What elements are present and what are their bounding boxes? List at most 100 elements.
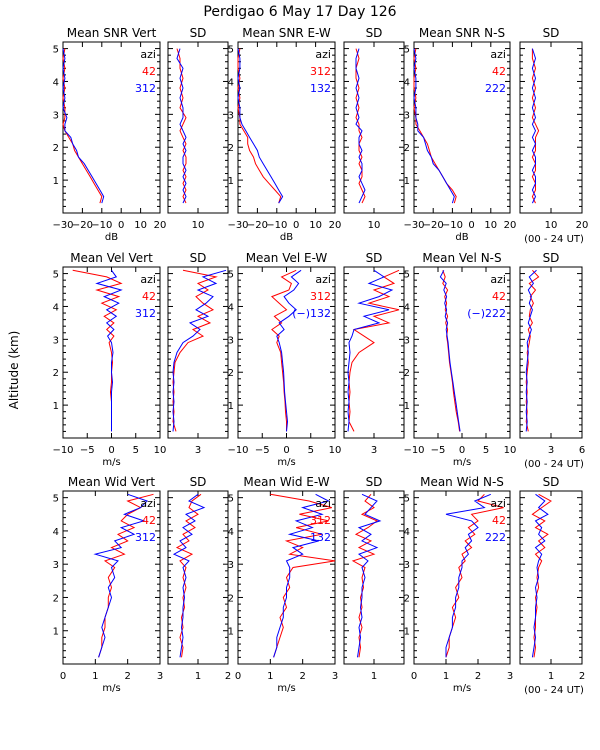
x-tick-label: 0: [235, 671, 241, 682]
x-tick-label: −5: [431, 445, 446, 456]
series-line-222: [439, 270, 461, 432]
panel-vel-5: SD 3 6 (00 - 24 UT): [519, 251, 585, 470]
series-line-132: [276, 269, 302, 432]
series-line-312: [172, 269, 227, 432]
y-tick-label: 4: [404, 527, 410, 538]
y-tick-label: 3: [53, 110, 59, 121]
y-tick-label: 5: [53, 45, 59, 56]
x-tick-label: −20: [247, 220, 268, 231]
y-tick-label: 2: [53, 143, 59, 154]
x-axis-label: m/s: [102, 457, 120, 468]
y-tick-label: 1: [53, 401, 59, 412]
panel-wid-0: Mean Wid Vert 1 2 3 4 5 0 1 2 3 m/s azi 42 312: [53, 475, 164, 694]
legend-entry: 42: [142, 290, 156, 303]
y-tick-label: 2: [228, 143, 234, 154]
series-line-222: [413, 48, 455, 204]
altitude-axis-label: Altitude (km): [7, 331, 21, 410]
x-tick-label: −10: [91, 220, 112, 231]
legend-entry: (−)132: [292, 307, 331, 320]
panel-wid-2: Mean Wid E-W 1 2 3 4 5 0 1 2 3 m/s azi 312 132: [228, 475, 339, 694]
x-tick-label: 2: [475, 671, 481, 682]
legend-title: azi: [315, 48, 331, 61]
x-tick-label: 3: [548, 445, 554, 456]
x-tick-label: −20: [423, 220, 444, 231]
x-tick-label: 1: [371, 671, 377, 682]
x-tick-label: −10: [227, 445, 248, 456]
x-tick-label: 5: [133, 445, 139, 456]
plot-frame: [343, 41, 405, 214]
x-tick-label: 10: [329, 445, 342, 456]
figure-title: Perdigao 6 May 17 Day 126: [203, 4, 396, 20]
plot-frame: [519, 41, 583, 214]
x-tick-label: 1: [548, 671, 554, 682]
legend-entry: 222: [485, 531, 506, 544]
panel-vel-0: Mean Vel Vert 1 2 3 4 5 −10 −5 0 5 10 m/s azi 42 312: [52, 251, 166, 468]
legend-entry: 312: [135, 82, 156, 95]
panel-title: Mean Wid N-S: [420, 475, 504, 489]
y-tick-label: 4: [53, 77, 59, 88]
legend-entry: 42: [492, 290, 506, 303]
series-line-42: [531, 493, 552, 658]
series-line-312: [172, 493, 206, 658]
x-tick-label: 20: [154, 220, 167, 231]
x-axis-label: dB: [105, 232, 118, 243]
legend-title: azi: [490, 48, 506, 61]
legend-entry: 132: [310, 531, 331, 544]
x-tick-label: 0: [283, 445, 289, 456]
x-tick-label: 1: [443, 671, 449, 682]
plot-frame: [167, 41, 229, 214]
panel-vel-3: SD 3: [343, 251, 405, 456]
x-tick-label: 20: [504, 220, 517, 231]
y-tick-label: 3: [228, 335, 234, 346]
series-line-222: [525, 269, 537, 432]
x-tick-label: 20: [329, 220, 342, 231]
y-tick-label: 5: [53, 270, 59, 281]
series-line-312: [351, 493, 378, 658]
x-tick-label: −30: [403, 220, 424, 231]
y-tick-label: 3: [228, 110, 234, 121]
panel-vel-2: Mean Vel E-W 1 2 3 4 5 −10 −5 0 5 10 m/s azi 312 (−)13…: [227, 251, 341, 468]
x-axis-label: m/s: [277, 457, 295, 468]
legend-entry: 312: [135, 307, 156, 320]
x-tick-label: −30: [52, 220, 73, 231]
x-tick-label: 10: [154, 445, 167, 456]
y-tick-label: 2: [228, 593, 234, 604]
panel-wid-3: SD 1: [343, 475, 405, 682]
panel-title: SD: [543, 26, 560, 40]
x-tick-label: 0: [411, 671, 417, 682]
legend-entry: 42: [492, 65, 506, 78]
series-line-312: [355, 48, 366, 204]
series-line-42: [175, 493, 202, 658]
series-line-42: [72, 269, 123, 432]
x-tick-label: 0: [118, 220, 124, 231]
x-tick-label: 3: [195, 445, 201, 456]
y-tick-label: 5: [53, 494, 59, 505]
series-line-312: [348, 269, 400, 432]
x-axis-label: m/s: [102, 683, 120, 694]
legend-entry: 222: [485, 82, 506, 95]
series-line-312: [95, 270, 123, 432]
x-tick-label: −10: [52, 445, 73, 456]
panel-title: Mean SNR N-S: [419, 26, 505, 40]
x-tick-label: 1: [195, 671, 201, 682]
x-axis-label: dB: [455, 232, 468, 243]
ut-range-note: (00 - 24 UT): [524, 685, 584, 696]
x-tick-label: 3: [507, 671, 513, 682]
y-tick-label: 4: [228, 302, 234, 313]
y-tick-label: 5: [228, 494, 234, 505]
x-tick-label: 10: [545, 220, 558, 231]
x-tick-label: 3: [332, 671, 338, 682]
panel-title: SD: [543, 475, 560, 489]
x-tick-label: −10: [403, 445, 424, 456]
series-line-312: [270, 269, 297, 432]
x-tick-label: 2: [124, 671, 130, 682]
legend-entry: 42: [142, 514, 156, 527]
y-tick-label: 1: [228, 401, 234, 412]
y-tick-label: 4: [53, 527, 59, 538]
x-tick-label: 0: [60, 671, 66, 682]
x-tick-label: 10: [309, 220, 322, 231]
panel-title: SD: [190, 26, 207, 40]
x-tick-label: 20: [576, 220, 589, 231]
